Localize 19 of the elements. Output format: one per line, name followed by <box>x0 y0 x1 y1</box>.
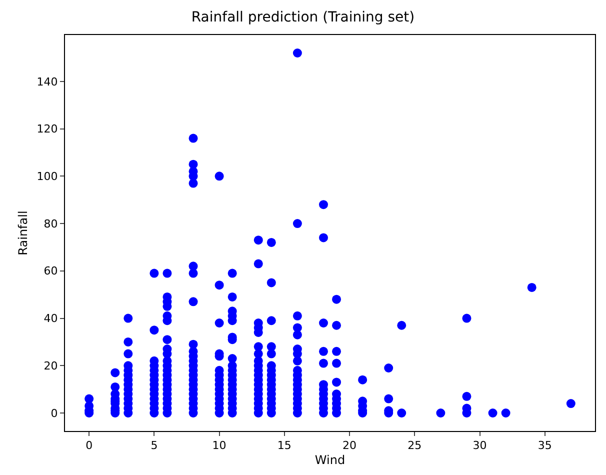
x-tick-label: 20 <box>342 439 357 452</box>
y-tick-label: 0 <box>50 406 58 420</box>
y-tick-label: 100 <box>36 170 58 184</box>
y-tick-label: 140 <box>36 75 58 88</box>
y-tick-label: 120 <box>36 122 58 136</box>
x-axis-title: Wind <box>314 453 346 468</box>
y-tick-label: 40 <box>44 312 58 326</box>
x-tick-label: 15 <box>277 439 292 452</box>
chart-title: Rainfall prediction (Training set) <box>191 10 415 26</box>
x-tick-label: 35 <box>538 439 552 452</box>
y-tick-label: 80 <box>44 217 58 230</box>
x-tick-label: 5 <box>150 439 158 452</box>
x-tick-label: 30 <box>472 439 487 452</box>
x-tick-label: 25 <box>408 439 422 452</box>
x-tick-label: 0 <box>86 439 93 452</box>
x-tick-label: 10 <box>212 439 226 452</box>
y-tick-label: 60 <box>44 264 58 278</box>
y-tick-label: 20 <box>44 359 58 372</box>
y-axis-title: Rainfall <box>16 210 30 256</box>
